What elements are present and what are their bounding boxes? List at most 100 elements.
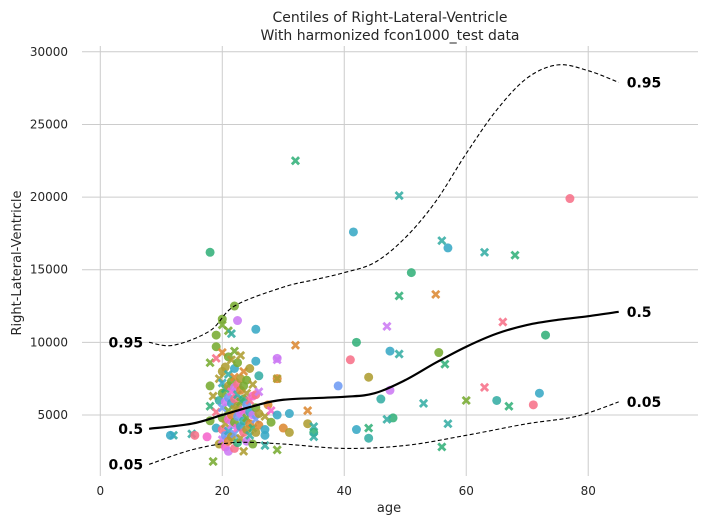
centile-curves bbox=[148, 64, 619, 465]
y-tick-label: 5000 bbox=[37, 408, 68, 422]
data-point bbox=[248, 379, 258, 390]
data-point bbox=[245, 364, 255, 373]
y-tick-label: 20000 bbox=[30, 190, 68, 204]
data-point bbox=[443, 243, 453, 253]
data-point bbox=[541, 330, 551, 340]
data-point bbox=[251, 427, 261, 437]
scatter-points bbox=[165, 156, 575, 467]
data-point bbox=[364, 433, 374, 443]
y-tick-label: 25000 bbox=[30, 117, 68, 131]
data-point bbox=[394, 191, 404, 201]
data-point bbox=[382, 321, 392, 331]
data-point bbox=[443, 419, 453, 429]
chart-title: Centiles of Right-Lateral-Ventricle bbox=[273, 10, 508, 26]
data-point bbox=[461, 395, 471, 406]
x-tick-label: 0 bbox=[96, 484, 104, 498]
tick-labels: 0 20 40 60 80 5000 10000 15000 20000 25000 30000 bbox=[30, 45, 596, 498]
data-point bbox=[260, 430, 270, 440]
data-point bbox=[418, 398, 429, 408]
data-point bbox=[351, 337, 361, 347]
data-point bbox=[394, 349, 404, 359]
data-point bbox=[235, 350, 246, 361]
data-point bbox=[190, 430, 200, 440]
centile-curve-0.5 bbox=[148, 310, 619, 430]
data-point bbox=[290, 156, 301, 166]
data-point bbox=[272, 355, 282, 365]
data-point bbox=[211, 330, 221, 340]
data-point bbox=[528, 400, 538, 410]
data-point bbox=[309, 432, 319, 442]
data-point bbox=[351, 425, 361, 435]
data-point bbox=[272, 445, 282, 455]
data-point bbox=[437, 442, 447, 452]
data-point bbox=[431, 289, 441, 300]
gridlines bbox=[82, 46, 698, 476]
x-axis-label: age bbox=[377, 501, 401, 516]
data-point bbox=[364, 423, 374, 433]
data-point bbox=[223, 369, 233, 379]
data-point bbox=[202, 432, 212, 442]
data-point bbox=[239, 446, 249, 456]
y-tick-label: 30000 bbox=[30, 45, 68, 59]
data-point bbox=[333, 381, 343, 391]
data-point bbox=[233, 358, 243, 368]
y-tick-label: 10000 bbox=[30, 335, 68, 349]
centile-label-left: 0.95 bbox=[109, 335, 144, 351]
x-tick-label: 80 bbox=[581, 484, 596, 498]
data-point bbox=[364, 372, 374, 382]
data-point bbox=[217, 320, 227, 330]
data-point bbox=[205, 381, 215, 391]
data-point bbox=[492, 395, 502, 405]
data-point bbox=[303, 419, 313, 429]
centile-label-right: 0.05 bbox=[627, 395, 662, 411]
data-point bbox=[254, 371, 264, 381]
data-point bbox=[376, 394, 386, 404]
centile-label-left: 0.5 bbox=[118, 422, 143, 438]
data-point bbox=[345, 355, 355, 365]
data-point bbox=[534, 388, 544, 398]
data-point bbox=[284, 409, 294, 419]
data-point bbox=[248, 439, 258, 449]
data-point bbox=[220, 362, 230, 372]
data-point bbox=[284, 427, 294, 437]
data-point bbox=[303, 406, 313, 416]
data-point bbox=[406, 268, 416, 278]
data-point bbox=[211, 342, 221, 352]
data-point bbox=[565, 194, 575, 204]
data-point bbox=[385, 346, 395, 356]
centile-label-right: 0.5 bbox=[627, 305, 652, 321]
data-point bbox=[440, 359, 450, 369]
data-point bbox=[272, 410, 282, 420]
centile-curve-0.95 bbox=[148, 64, 619, 347]
data-point bbox=[266, 417, 276, 427]
x-tick-label: 60 bbox=[459, 484, 474, 498]
centile-curve-0.05 bbox=[148, 401, 619, 465]
data-point bbox=[394, 291, 404, 301]
data-point bbox=[251, 356, 261, 366]
data-point bbox=[165, 430, 175, 440]
data-point bbox=[260, 440, 270, 451]
data-point bbox=[254, 409, 264, 419]
data-point bbox=[498, 317, 508, 327]
data-point bbox=[382, 414, 392, 424]
data-point bbox=[434, 348, 444, 358]
centile-label-left: 0.05 bbox=[109, 457, 144, 473]
data-point bbox=[272, 374, 282, 384]
data-point bbox=[348, 227, 358, 237]
centile-label-right: 0.95 bbox=[627, 75, 662, 91]
y-tick-label: 15000 bbox=[30, 263, 68, 277]
x-tick-label: 40 bbox=[337, 484, 352, 498]
data-point bbox=[479, 247, 490, 257]
data-point bbox=[388, 413, 398, 423]
data-point bbox=[437, 236, 447, 246]
data-point bbox=[504, 401, 514, 411]
y-axis-label: Right-Lateral-Ventricle bbox=[10, 190, 25, 335]
data-point bbox=[510, 250, 520, 260]
data-point bbox=[290, 340, 301, 350]
data-point bbox=[205, 247, 215, 257]
data-point bbox=[233, 316, 243, 326]
data-point bbox=[251, 324, 261, 334]
data-point bbox=[226, 329, 237, 339]
chart-subtitle: With harmonized fcon1000_test data bbox=[260, 28, 519, 44]
data-point bbox=[479, 382, 490, 392]
